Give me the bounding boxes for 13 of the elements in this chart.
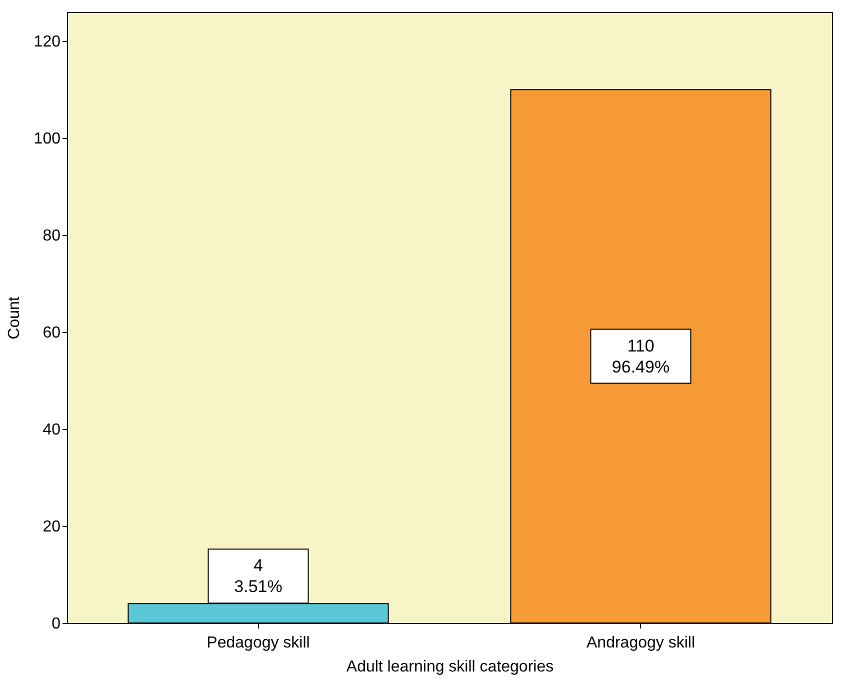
data-label: 110 96.49% [612,336,670,376]
y-tick-label: 80 [42,228,61,245]
x-tick-label: Andragogy skill [586,634,695,652]
y-tick-label: 120 [34,34,61,51]
y-axis-title: Count [6,296,23,340]
y-tick-label: 20 [42,518,61,536]
y-tick-label: 40 [42,422,61,439]
y-tick-label: 60 [42,324,61,342]
y-tick-label: 0 [52,616,61,632]
x-tick-label: Pedagogy skill [206,634,310,652]
y-tick-label: 100 [34,130,61,148]
x-axis-title: Adult learning skill categories [346,658,554,676]
data-label: 4 3.51% [234,556,282,596]
